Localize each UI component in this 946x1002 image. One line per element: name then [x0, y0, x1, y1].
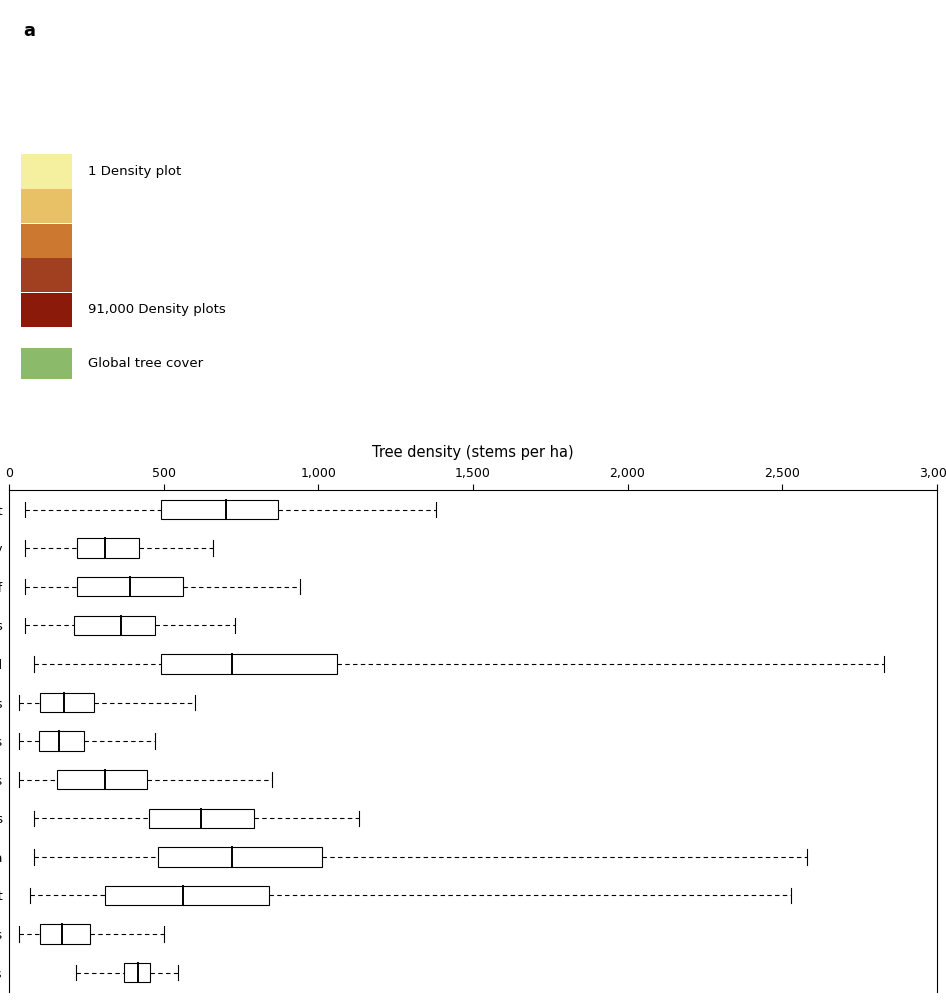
Bar — [124, 963, 150, 982]
Bar — [149, 809, 254, 828]
Text: Global tree cover: Global tree cover — [88, 357, 203, 370]
Bar — [158, 848, 322, 867]
Bar — [105, 886, 269, 905]
Text: a: a — [24, 22, 35, 40]
Bar — [21, 189, 72, 223]
Bar — [75, 615, 155, 635]
Text: 1 Density plot: 1 Density plot — [88, 165, 182, 178]
Bar — [21, 348, 72, 379]
Bar — [161, 500, 278, 519]
Bar — [21, 293, 72, 327]
Bar — [161, 654, 337, 673]
Text: 91,000 Density plots: 91,000 Density plots — [88, 304, 226, 317]
X-axis label: Tree density (stems per ha): Tree density (stems per ha) — [372, 445, 574, 460]
Bar — [78, 538, 139, 558]
Bar — [58, 771, 147, 790]
Bar — [39, 731, 83, 750]
Bar — [21, 154, 72, 188]
Bar — [41, 925, 90, 944]
Bar — [41, 692, 95, 712]
Bar — [78, 577, 183, 596]
Bar — [21, 259, 72, 293]
Bar — [21, 223, 72, 258]
